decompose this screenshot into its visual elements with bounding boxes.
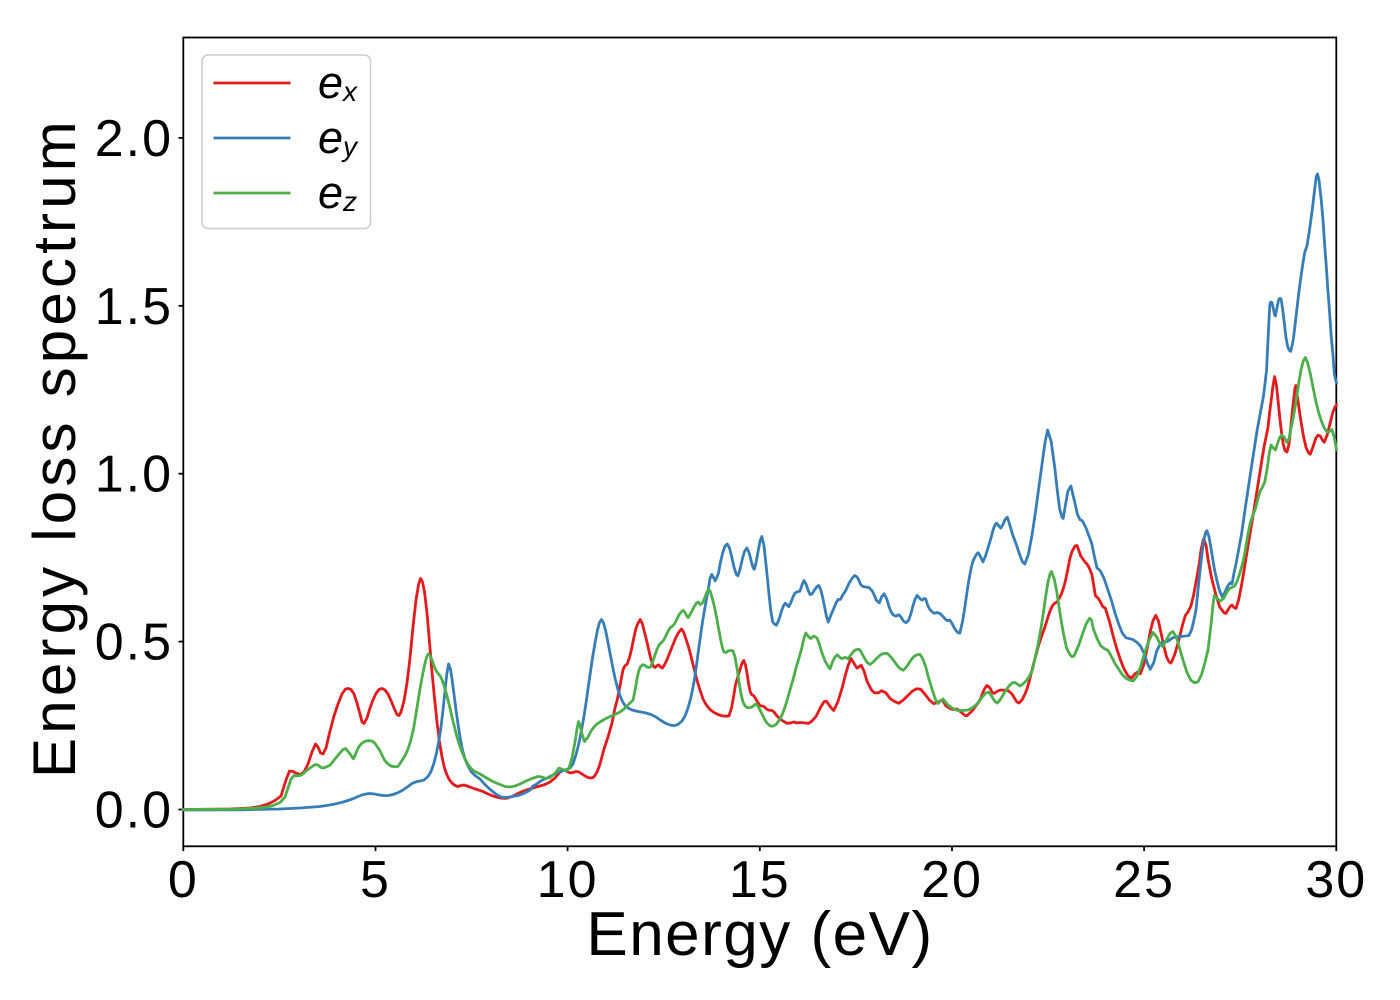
svg-text:0.0: 0.0: [95, 782, 173, 840]
svg-text:20: 20: [921, 851, 983, 909]
svg-text:0.5: 0.5: [95, 614, 173, 672]
svg-text:1.5: 1.5: [95, 278, 173, 336]
svg-text:0: 0: [168, 851, 199, 909]
svg-text:25: 25: [1113, 851, 1175, 909]
svg-text:2.0: 2.0: [95, 110, 173, 168]
svg-text:5: 5: [360, 851, 391, 909]
svg-text:30: 30: [1305, 851, 1367, 909]
svg-text:1.0: 1.0: [95, 446, 173, 504]
svg-text:Energy loss spectrum: Energy loss spectrum: [21, 117, 88, 778]
svg-text:15: 15: [729, 851, 791, 909]
svg-text:Energy (eV): Energy (eV): [586, 900, 933, 969]
svg-text:10: 10: [537, 851, 599, 909]
